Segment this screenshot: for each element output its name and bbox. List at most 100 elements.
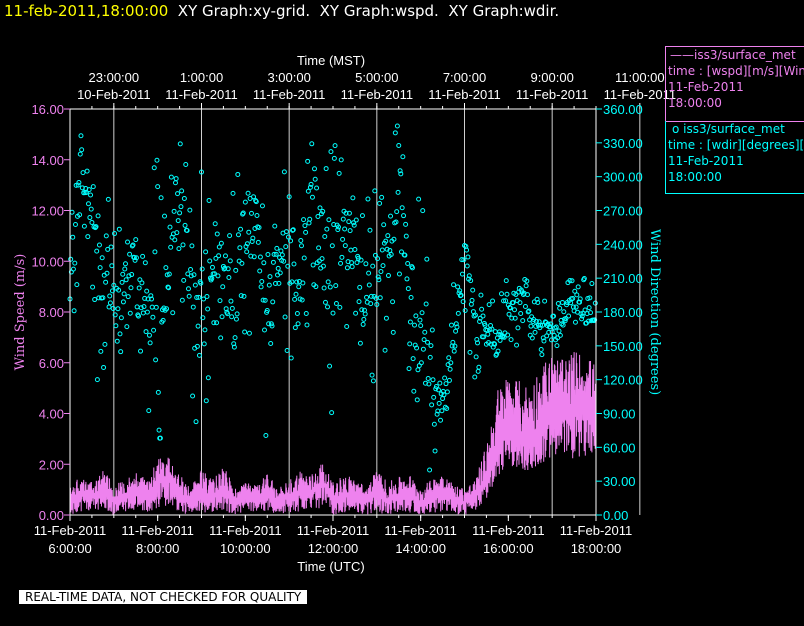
wdir-point [70, 266, 76, 272]
legend-wdir[interactable]: o iss3/surface_met time : [wdir][degrees… [665, 121, 804, 194]
wdir-point [435, 387, 441, 393]
wdir-point [475, 368, 481, 374]
wdir-point [218, 240, 224, 246]
wdir-point [556, 328, 562, 334]
wdir-point [301, 255, 307, 261]
wdir-point [359, 307, 365, 313]
wdir-point [462, 307, 468, 313]
top-tick-date: 10-Feb-2011 [77, 87, 150, 102]
wdir-point [307, 216, 313, 222]
wdir-point [194, 343, 200, 349]
wdir-point [225, 266, 231, 272]
bottom-tick-time: 18:00:00 [571, 541, 622, 556]
wdir-point [269, 323, 275, 329]
wdir-point [377, 200, 383, 206]
wdir-point [90, 184, 96, 190]
wdir-point [529, 335, 535, 341]
wdir-point [148, 293, 154, 299]
wdir-point [391, 236, 397, 242]
wdir-point [167, 224, 173, 230]
wdir-point [349, 264, 355, 270]
wdir-point [90, 284, 96, 290]
wdir-point [248, 210, 254, 216]
legend-line-symbol: —— [670, 48, 694, 62]
wdir-point [107, 293, 113, 299]
wdir-point [225, 311, 231, 317]
wdir-point [275, 265, 281, 271]
wdir-point [566, 313, 572, 319]
wdir-point [203, 398, 209, 404]
wdir-point [309, 194, 315, 200]
wdir-point [397, 168, 403, 174]
top-tick-time: 3:00:00 [267, 70, 310, 85]
wdir-point [85, 234, 91, 240]
wdir-point [128, 285, 134, 291]
wdir-point [118, 315, 124, 321]
wdir-point [174, 230, 180, 236]
wdir-point [495, 348, 501, 354]
wdir-point [518, 311, 524, 317]
wdir-point [418, 323, 424, 329]
wdir-point [332, 143, 338, 149]
wdir-point [182, 222, 188, 228]
wdir-point [100, 295, 106, 301]
wdir-point [105, 196, 111, 202]
wdir-point [121, 291, 127, 297]
wdir-point [322, 299, 328, 305]
right-tick-label: 90.00 [603, 407, 636, 422]
top-tick-time: 11:00:00 [615, 70, 665, 85]
wdir-point [123, 277, 129, 283]
wdir-point [271, 251, 277, 257]
wdir-point [120, 271, 126, 277]
left-tick-label: 4.00 [39, 407, 64, 422]
wdir-point [305, 158, 311, 164]
wdir-point [237, 245, 243, 251]
wdir-point [154, 157, 160, 163]
wdir-point [388, 252, 394, 258]
wdir-point [439, 408, 445, 414]
wdir-point [97, 265, 103, 271]
wdir-point [398, 171, 404, 177]
wdir-point [460, 299, 466, 305]
wdir-point [173, 176, 179, 182]
wdir-point [517, 300, 523, 306]
wdir-point [376, 277, 382, 283]
wdir-point [451, 282, 457, 288]
wdir-point [554, 343, 560, 349]
wdir-point [510, 300, 516, 306]
wdir-point [179, 188, 185, 194]
wdir-point [429, 402, 435, 408]
legend-wspd[interactable]: ——iss3/surface_met time : [wspd][m/s][Wi… [665, 46, 804, 122]
top-tick-date: 11-Feb-2011 [341, 87, 414, 102]
bottom-tick-time: 8:00:00 [136, 541, 179, 556]
wdir-point [259, 278, 265, 284]
wdir-point [344, 265, 350, 271]
wdir-point [103, 279, 109, 285]
wdir-point [589, 281, 595, 287]
wdir-point [172, 237, 178, 243]
wdir-point [533, 318, 539, 324]
title-text: XY Graph:xy-grid. XY Graph:wspd. XY Grap… [168, 2, 560, 20]
wdir-point [437, 380, 443, 386]
wdir-point [551, 332, 557, 338]
wdir-point [140, 310, 146, 316]
wdir-point [99, 255, 105, 261]
wdir-point [120, 299, 126, 305]
wdir-point [262, 297, 268, 303]
wdir-point [512, 315, 518, 321]
left-tick-label: 14.00 [31, 153, 64, 168]
wdir-point [423, 301, 429, 307]
wdir-point [365, 196, 371, 202]
wdir-point [285, 263, 291, 269]
wdir-point [292, 325, 298, 331]
wdir-point [111, 282, 117, 288]
wdir-point [257, 254, 263, 260]
wdir-point [218, 335, 224, 341]
wdir-point [172, 180, 178, 186]
right-tick-label: 300.00 [603, 170, 643, 185]
wdir-point [73, 182, 79, 188]
wdir-point [239, 260, 245, 266]
wdir-point [176, 246, 182, 252]
wdir-point [444, 389, 450, 395]
wdir-point [180, 242, 186, 248]
